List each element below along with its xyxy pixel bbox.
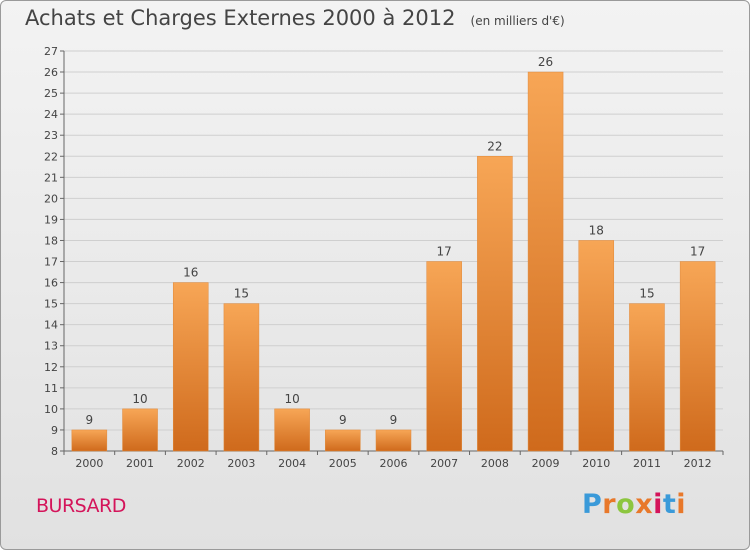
y-tick-label: 19 [44, 213, 58, 226]
y-tick-label: 20 [44, 192, 58, 205]
bar-2005 [325, 429, 361, 452]
logo-letter: o [616, 489, 636, 520]
data-label-2007: 17 [437, 245, 452, 259]
x-tick-label: 2002 [177, 457, 205, 470]
y-tick-label: 17 [44, 256, 58, 269]
y-tick-label: 15 [44, 298, 58, 311]
chart-unit-text: (en milliers d'€) [470, 14, 565, 28]
logo-letter: i [653, 489, 663, 520]
bars [71, 71, 716, 452]
y-tick-label: 25 [44, 87, 58, 100]
commune-name: BURSARD [36, 495, 126, 517]
bar-2011 [629, 303, 665, 452]
y-tick-label: 14 [44, 319, 58, 332]
data-label-2005: 9 [339, 413, 347, 427]
y-tick-label: 9 [51, 424, 58, 437]
bar-2009 [527, 71, 564, 452]
bar-2008 [477, 156, 513, 452]
logo-letter: i [676, 489, 687, 520]
data-label-2003: 15 [234, 287, 249, 301]
data-label-2010: 18 [589, 223, 604, 237]
x-tick-label: 2001 [126, 457, 154, 470]
x-tick-label: 2005 [329, 457, 357, 470]
logo-letter: r [602, 489, 617, 520]
x-tick-label: 2006 [380, 457, 408, 470]
x-tick-label: 2012 [684, 457, 712, 470]
x-tick-label: 2003 [227, 457, 255, 470]
bar-2003 [223, 303, 260, 452]
bar-2007 [426, 261, 462, 452]
y-tick-label: 18 [44, 234, 58, 247]
grid-lines [64, 50, 723, 452]
y-tick-label: 13 [44, 340, 58, 353]
data-label-2012: 17 [690, 245, 705, 259]
y-tick-label: 21 [44, 171, 58, 184]
y-tick-label: 11 [44, 382, 58, 395]
data-label-2002: 16 [183, 266, 198, 280]
bar-2002 [172, 282, 209, 452]
data-label-2008: 22 [487, 139, 502, 153]
axes: 8 9 10 11 12 13 14 15 16 17 18 19 20 21 22 23 24 25 26 27 20… [44, 45, 724, 470]
y-tick-label: 16 [44, 277, 58, 290]
bar-2004 [274, 408, 310, 452]
bar-2010 [578, 240, 615, 452]
x-tick-label: 2009 [532, 457, 560, 470]
x-tick-label: 2000 [75, 457, 103, 470]
data-label-2000: 9 [86, 413, 94, 427]
x-tick-label: 2007 [430, 457, 458, 470]
x-tick-label: 2008 [481, 457, 509, 470]
y-tick-label: 12 [44, 361, 58, 374]
bar-2001 [122, 408, 158, 452]
y-tick-label: 24 [44, 108, 58, 121]
y-tick-label: 22 [44, 150, 58, 163]
logo-letter: t [662, 489, 677, 520]
x-tick-label: 2004 [278, 457, 306, 470]
bar-2012 [679, 261, 716, 452]
data-label-2009: 26 [538, 55, 553, 69]
bar-2006 [375, 429, 412, 452]
y-tick-label: 27 [44, 45, 58, 58]
chart-title-text: Achats et Charges Externes 2000 à 2012 [25, 6, 456, 30]
x-tick-label: 2011 [633, 457, 661, 470]
proxiti-logo: Proxiti [582, 489, 686, 520]
data-label-2011: 15 [639, 287, 654, 301]
y-tick-label: 8 [51, 445, 58, 458]
y-tick-label: 23 [44, 129, 58, 142]
data-label-2001: 10 [132, 392, 147, 406]
bar-2000 [71, 429, 108, 452]
data-label-2006: 9 [390, 413, 398, 427]
y-tick-label: 26 [44, 66, 58, 79]
chart-title: Achats et Charges Externes 2000 à 2012 (… [25, 6, 565, 30]
logo-letter: P [582, 489, 603, 520]
x-tick-label: 2010 [582, 457, 610, 470]
logo-letter: x [635, 489, 654, 520]
data-labels: 9 10 16 15 10 9 9 17 22 26 18 15 17 [86, 55, 706, 427]
data-label-2004: 10 [284, 392, 299, 406]
y-tick-label: 10 [44, 403, 58, 416]
